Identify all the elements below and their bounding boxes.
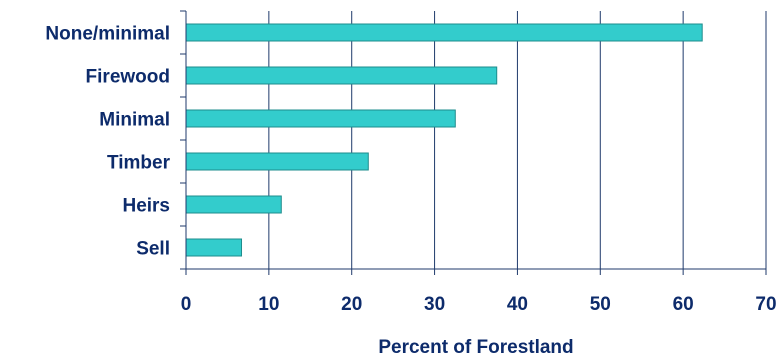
bar [185, 152, 369, 171]
x-tick-label: 10 [258, 294, 279, 315]
category-label: Timber [107, 153, 171, 174]
category-label: Sell [136, 239, 170, 260]
bar [185, 238, 243, 257]
x-tick-label: 50 [590, 294, 611, 315]
x-tick-label: 40 [507, 294, 528, 315]
bar [185, 23, 703, 42]
bars [185, 23, 703, 257]
x-tick-label: 70 [755, 294, 776, 315]
x-tick-label: 20 [341, 294, 362, 315]
category-label: None/minimal [45, 24, 170, 45]
gridlines [268, 11, 767, 269]
x-tick-label: 60 [673, 294, 694, 315]
labels: None/minimal Firewood Minimal Timber Heirs Se… [45, 24, 776, 316]
axes [180, 10, 767, 275]
bar [185, 195, 282, 214]
category-label: Minimal [99, 110, 170, 131]
category-label: Firewood [86, 67, 170, 88]
bar [185, 109, 456, 128]
bar [185, 66, 498, 85]
x-tick-label: 30 [424, 294, 445, 315]
x-axis-title: Percent of Forestland [378, 337, 573, 358]
x-tick-label: 0 [181, 294, 192, 315]
category-label: Heirs [122, 196, 170, 217]
